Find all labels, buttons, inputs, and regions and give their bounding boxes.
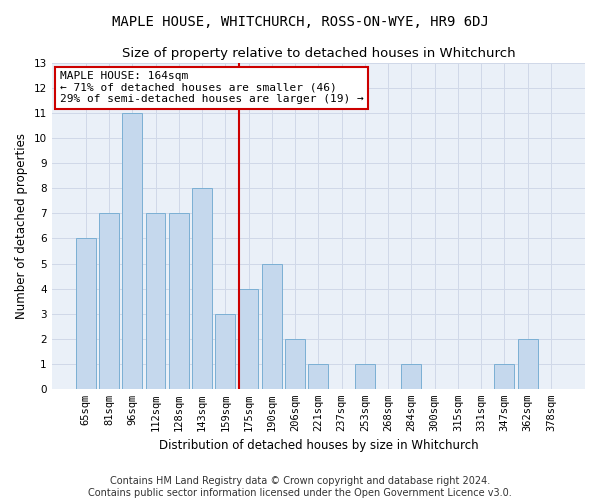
Bar	[494, 364, 514, 389]
Bar	[192, 188, 212, 389]
Bar	[169, 214, 188, 389]
Text: MAPLE HOUSE, WHITCHURCH, ROSS-ON-WYE, HR9 6DJ: MAPLE HOUSE, WHITCHURCH, ROSS-ON-WYE, HR…	[112, 15, 488, 29]
Bar	[401, 364, 421, 389]
Title: Size of property relative to detached houses in Whitchurch: Size of property relative to detached ho…	[122, 48, 515, 60]
Bar	[262, 264, 282, 389]
Bar	[239, 288, 259, 389]
Text: MAPLE HOUSE: 164sqm
← 71% of detached houses are smaller (46)
29% of semi-detach: MAPLE HOUSE: 164sqm ← 71% of detached ho…	[59, 71, 364, 104]
Y-axis label: Number of detached properties: Number of detached properties	[15, 133, 28, 319]
Text: Contains HM Land Registry data © Crown copyright and database right 2024.
Contai: Contains HM Land Registry data © Crown c…	[88, 476, 512, 498]
Bar	[518, 338, 538, 389]
Bar	[99, 214, 119, 389]
Bar	[215, 314, 235, 389]
Bar	[76, 238, 95, 389]
Bar	[146, 214, 166, 389]
Bar	[308, 364, 328, 389]
Bar	[122, 113, 142, 389]
Bar	[285, 338, 305, 389]
Bar	[355, 364, 375, 389]
X-axis label: Distribution of detached houses by size in Whitchurch: Distribution of detached houses by size …	[158, 440, 478, 452]
